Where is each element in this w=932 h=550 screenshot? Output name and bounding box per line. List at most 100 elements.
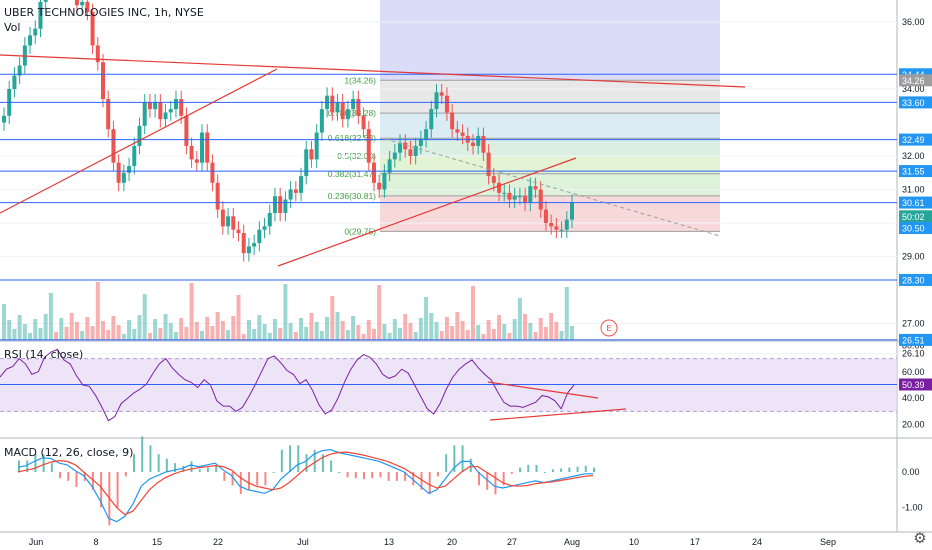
candle-body [111,129,116,163]
candle-body [512,196,517,200]
volume-bar [533,332,538,340]
volume-bar [272,319,277,340]
volume-bar [142,294,147,340]
macd-histogram-bar [412,472,415,486]
volume-bar [85,317,90,340]
price-badge [899,222,932,235]
volume-bar [132,329,137,340]
price-badge-label: 30.50 [902,224,925,234]
candle-body [330,95,335,113]
candle-body [476,135,481,146]
candle-body [194,159,199,163]
macd-histogram-bar [354,472,357,479]
price-badge [899,96,932,109]
candle-body [33,28,38,36]
volume-bar [153,319,158,340]
macd-histogram-bar [519,467,522,472]
volume-bar [241,334,246,340]
volume-bar [173,332,178,340]
candle-body [450,112,455,130]
volume-bar [48,293,53,340]
price-badge [899,333,932,346]
volume-bar [210,326,215,340]
trend-line [0,68,278,214]
candle-body [158,102,163,120]
volume-bar [74,322,79,340]
macd-histogram-bar [124,472,127,477]
volume-bar [371,329,376,340]
chart-title: UBER TECHNOLOGIES INC, 1h, NYSE [4,6,204,19]
volume-bar [215,312,220,340]
time-tick-label: 8 [93,537,98,547]
macd-histogram-bar [42,454,45,472]
volume-bar [543,327,548,340]
candle-body [43,0,48,2]
price-badge-label: 33.60 [902,98,925,108]
fib-level-label: 0.236(30.81) [328,191,376,201]
candle-body [179,99,184,116]
macd-histogram-bar [584,465,587,472]
candle-body [283,199,288,213]
volume-bar [424,297,429,340]
macd-tick-label: 0.00 [902,467,920,477]
macd-histogram-bar [404,472,407,481]
candle-body [101,62,106,100]
candle-body [267,212,272,227]
volume-bar [205,317,210,340]
macd-label: MACD (12, 26, close, 9) [4,446,134,459]
macd-histogram-bar [478,472,480,486]
earnings-marker-icon [600,319,618,337]
candle-body [153,102,158,110]
gear-icon[interactable]: ⚙ [913,529,927,547]
volume-bar [413,332,418,340]
candle-body [236,229,241,234]
volume-bar [398,328,403,340]
volume-bar [361,334,366,340]
rsi-badge-label: 50.39 [902,380,925,390]
macd-histogram-bar [190,461,193,472]
candle-body [351,99,356,110]
macd-histogram-bar [157,454,160,472]
macd-tick-label: -1.00 [902,503,923,513]
macd-histogram-bar [379,472,382,478]
price-badge-label: 30.61 [902,198,925,208]
candle-body [470,142,475,146]
macd-histogram-bar [297,445,300,472]
volume-bar [403,314,408,340]
candle-body [554,226,559,230]
candle-body [95,45,100,63]
fib-zone [380,156,720,174]
projection-line [384,138,721,237]
volume-bar [345,330,350,340]
macd-histogram-bar [428,472,431,495]
macd-histogram-bar [206,467,209,472]
macd-histogram-bar [231,472,234,486]
volume-bar [434,322,439,340]
volume-bar [163,314,168,340]
macd-histogram-bar [420,472,423,490]
candle-body [147,102,152,110]
price-badge-label: 28.30 [902,275,925,285]
volume-bar [299,318,304,340]
volume-bar [408,323,413,340]
volume-bar [512,319,517,340]
fib-level-label: 0.786(33.28) [328,108,376,118]
macd-histogram-bar [502,472,505,486]
candle-body [564,219,569,230]
macd-histogram-bar [174,463,177,472]
volume-bar [252,329,257,340]
candle-body [361,115,366,130]
candle-body [460,132,465,136]
candle-body [173,99,178,110]
volume-bar [267,333,272,340]
candle-body [377,182,382,190]
macd-histogram-bar [387,472,390,481]
volume-bar [121,334,126,340]
macd-histogram-bar [395,472,398,481]
fib-zone [380,0,720,81]
macd-histogram-bar [445,454,448,472]
candle-body [366,129,371,163]
macd-histogram-bar [305,454,308,472]
macd-histogram-bar [59,472,62,479]
